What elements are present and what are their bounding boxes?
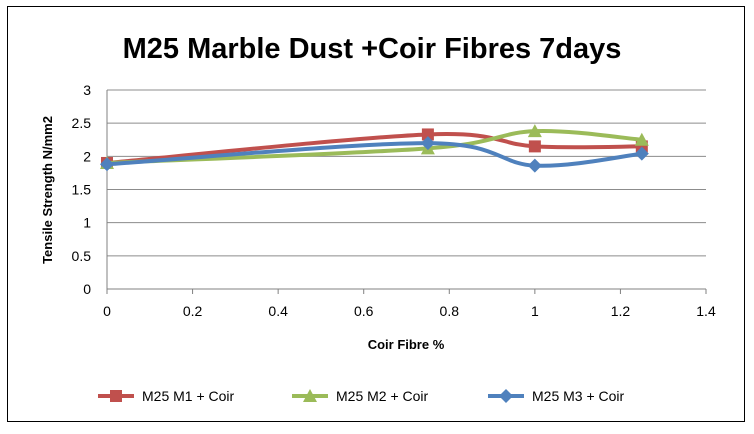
data-point [634,132,649,146]
legend-marker [499,389,513,403]
y-tick-label: 2.5 [72,115,92,131]
y-tick-labels: 0 0.5 1 1.5 2 2.5 3 [72,82,92,297]
x-tick-label: 0 [103,303,111,319]
chart-frame [7,6,745,422]
series-line [105,141,644,168]
legend-marker [110,390,122,402]
data-point [421,128,434,141]
y-tick-label: 2 [83,148,91,164]
chart-title: M25 Marble Dust +Coir Fibres 7days [123,33,622,65]
y-tick-label: 1 [83,215,91,231]
data-point [527,124,542,138]
grid [107,89,706,257]
series-layer [100,124,649,173]
x-tick-label: 1.2 [611,303,631,319]
x-tick-label: 1.4 [696,303,716,319]
x-tick-label: 0.4 [268,303,288,319]
legend: M25 M1 + Coir M25 M2 + Coir M25 M3 + Coir [98,388,625,404]
y-tick-label: 1.5 [72,182,92,198]
legend-label: M25 M2 + Coir [336,388,429,404]
data-point [528,140,541,153]
legend-item-3: M25 M3 + Coir [488,388,625,404]
legend-label: M25 M3 + Coir [532,388,625,404]
y-tick-label: 3 [83,82,91,98]
axes [106,90,707,294]
legend-marker [303,389,317,402]
series-line [105,132,644,165]
legend-item-1: M25 M1 + Coir [98,388,235,404]
legend-item-2: M25 M2 + Coir [292,388,429,404]
data-point [527,158,542,173]
legend-label: M25 M1 + Coir [142,388,235,404]
x-axis-label: Coir Fibre % [368,337,445,352]
data-point [634,146,649,161]
series-3 [100,136,649,173]
data-point [100,157,114,172]
y-tick-label: 0.5 [72,248,92,264]
data-point [420,136,435,151]
x-tick-labels: 0 0.2 0.4 0.6 0.8 1 1.2 1.4 [103,303,716,319]
y-axis-label: Tensile Strength N/mm2 [40,116,55,264]
x-tick-label: 0.2 [183,303,203,319]
x-tick-label: 0.8 [440,303,460,319]
x-tick-label: 1 [531,303,539,319]
x-tick-label: 0.6 [354,303,374,319]
y-tick-label: 0 [83,281,91,297]
